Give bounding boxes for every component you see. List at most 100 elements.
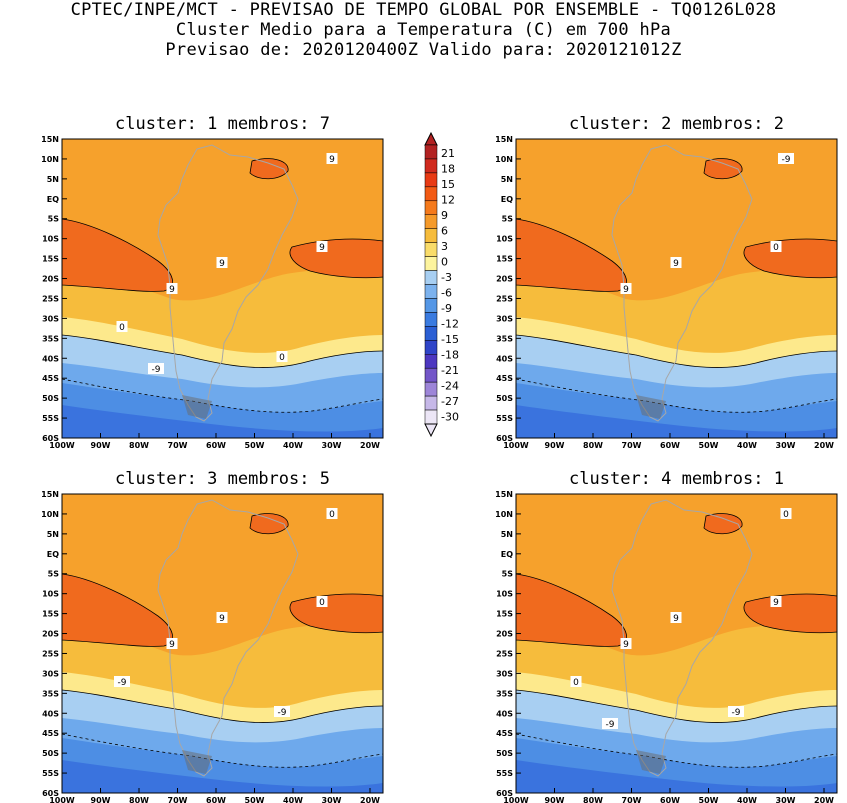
- contour-label-bg: [148, 363, 164, 374]
- colorbar-segment: [424, 395, 438, 411]
- lat-tick-label: EQ: [47, 195, 59, 204]
- lon-tick-label: 80W: [129, 796, 149, 803]
- map-panel-1: cluster: 1 membros: 7 9 9 9 9 0 0 -9 15N 10N 5N EQ 5…: [41, 114, 384, 450]
- warm-region-west: [516, 218, 627, 292]
- lat-tick-label: 20S: [42, 275, 59, 284]
- contour-label: 9: [329, 155, 335, 165]
- lat-tick-label: 55S: [496, 414, 513, 423]
- lat-tick-label: 10N: [41, 155, 59, 164]
- contour-label-bg: [770, 596, 782, 607]
- lat-tick-label: 25S: [496, 294, 513, 303]
- colorbar-segment: [424, 340, 438, 355]
- colorbar-label: -9: [441, 302, 452, 315]
- lon-tick-label: 80W: [583, 441, 603, 450]
- warm-region-north: [703, 158, 743, 180]
- contour-label: 0: [319, 598, 325, 608]
- lon-tick-label: 90W: [91, 796, 111, 803]
- lat-tick-label: 50S: [42, 749, 59, 758]
- contour-label-bg: [728, 706, 744, 717]
- colorbar-segment: [424, 367, 438, 383]
- contour-label: 9: [169, 640, 175, 650]
- lon-tick-label: 30W: [776, 441, 796, 450]
- lat-tick-label: 60S: [42, 789, 59, 798]
- land-south-tip: [182, 395, 212, 419]
- lat-tick-label: 5N: [47, 175, 59, 184]
- warm-region-atlantic: [289, 238, 383, 279]
- colorbar-label: 15: [441, 178, 455, 191]
- map-area: 9 9 0 0 -9 -9: [62, 494, 383, 793]
- lon-tick-label: 60W: [660, 796, 680, 803]
- lat-tick-label: 10N: [41, 510, 59, 519]
- lat-tick-label: 5S: [502, 215, 514, 224]
- colorbar-segment: [424, 242, 438, 257]
- panel-title: cluster: 3 membros: 5: [115, 469, 330, 489]
- colorbar-label: 9: [441, 209, 448, 222]
- lat-tick-label: 5S: [48, 215, 60, 224]
- lat-tick-label: 10S: [496, 590, 513, 599]
- map-panel-3: cluster: 3 membros: 5 9 9 0 0 -9 -9 15N 10N 5N EQ 5…: [41, 469, 384, 803]
- lon-tick-label: 20W: [360, 796, 380, 803]
- land-south-tip: [636, 395, 666, 419]
- lon-tick-label: 70W: [622, 796, 642, 803]
- colorbar-label: -15: [441, 333, 459, 346]
- lat-tick-label: 30S: [496, 314, 513, 323]
- lat-tick-label: 35S: [42, 334, 59, 343]
- colorbar-label: 3: [441, 240, 448, 253]
- lat-tick-label: 20S: [496, 275, 513, 284]
- lat-tick-label: 15S: [496, 610, 513, 619]
- lon-tick-label: 40W: [737, 796, 757, 803]
- contour-label-bg: [570, 676, 582, 687]
- lat-tick-label: 15N: [41, 490, 59, 499]
- warm-region-north: [249, 158, 289, 180]
- lat-tick-label: EQ: [501, 195, 513, 204]
- temperature-band: [516, 760, 837, 793]
- contour-label: -9: [152, 365, 161, 375]
- contour-label-bg: [216, 612, 228, 623]
- colorbar-segment: [424, 354, 438, 369]
- colorbar-segment: [424, 200, 438, 216]
- warm-region-north: [703, 513, 743, 535]
- colorbar-segment: [424, 312, 438, 327]
- contour-label-bg: [780, 508, 792, 519]
- lat-tick-label: 10S: [42, 590, 59, 599]
- contour-label-bg: [316, 596, 328, 607]
- contour-label-bg: [620, 283, 632, 294]
- colorbar-top-arrow: [424, 131, 438, 146]
- colorbar-label: -18: [441, 348, 459, 361]
- contour-label-bg: [216, 257, 228, 268]
- coastline: [157, 144, 299, 422]
- lat-tick-label: 45S: [496, 374, 513, 383]
- contour-label: 0: [279, 353, 285, 363]
- contour-label: 9: [623, 285, 629, 295]
- lon-tick-label: 50W: [245, 441, 265, 450]
- map-frame: [515, 138, 838, 439]
- colorbar-label: 21: [441, 147, 455, 160]
- lon-tick-label: 20W: [814, 441, 834, 450]
- lat-tick-label: 60S: [42, 434, 59, 443]
- contour-label-bg: [166, 638, 178, 649]
- contour-label-bg: [326, 508, 338, 519]
- lat-tick-label: 10S: [496, 235, 513, 244]
- contour-label: 0: [783, 510, 789, 520]
- contour-zero: [516, 689, 837, 723]
- contour-zero: [62, 334, 383, 368]
- lat-tick-label: 40S: [42, 709, 59, 718]
- lon-tick-label: 80W: [583, 796, 603, 803]
- contour-label: 9: [673, 614, 679, 624]
- warm-region-north: [249, 513, 289, 535]
- colorbar-segment: [424, 172, 438, 188]
- lat-tick-label: 5N: [47, 530, 59, 539]
- lat-tick-label: 35S: [496, 689, 513, 698]
- lat-tick-label: 55S: [42, 414, 59, 423]
- lat-tick-label: 20S: [42, 630, 59, 639]
- lat-tick-label: 15S: [42, 255, 59, 264]
- contour-label: 0: [119, 323, 125, 333]
- chart-title-line2: Cluster Medio para a Temperatura (C) em …: [175, 20, 672, 40]
- land-south-tip: [636, 750, 666, 774]
- lat-tick-label: 15N: [495, 135, 513, 144]
- temperature-band: [516, 405, 837, 438]
- lat-tick-label: 30S: [42, 669, 59, 678]
- panel-title: cluster: 1 membros: 7: [115, 114, 330, 134]
- lat-tick-label: EQ: [501, 550, 513, 559]
- contour-label: -9: [732, 708, 741, 718]
